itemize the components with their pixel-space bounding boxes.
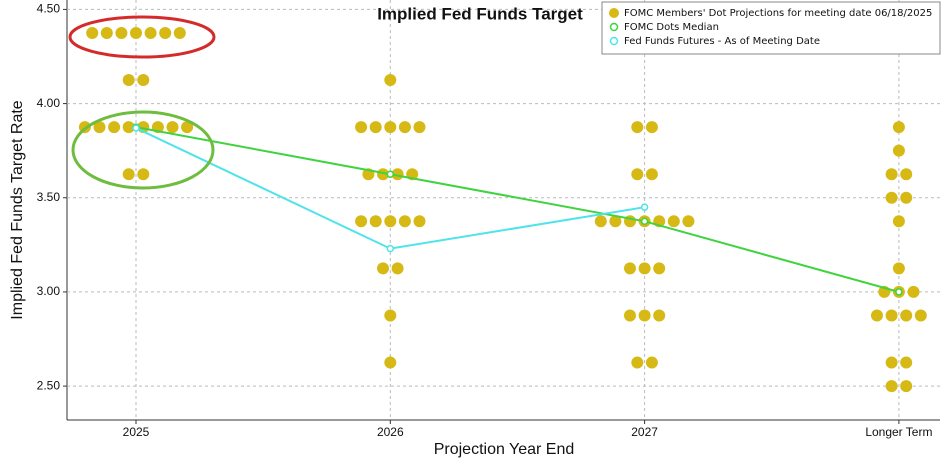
dot: [631, 121, 644, 134]
y-tick-label: 3.50: [37, 190, 61, 204]
dot: [355, 215, 368, 228]
dot: [122, 74, 135, 87]
x-tick-label: Longer Term: [865, 425, 932, 439]
dot: [885, 191, 898, 204]
x-tick-label: 2025: [123, 425, 150, 439]
dot: [181, 121, 194, 134]
point: [895, 288, 903, 296]
dot: [900, 191, 913, 204]
dot: [885, 356, 898, 369]
point: [386, 244, 395, 253]
dot: [609, 215, 622, 228]
x-axis-title: Projection Year End: [434, 441, 575, 458]
dot: [384, 215, 397, 228]
y-tick-label: 4.50: [37, 2, 61, 16]
dot: [159, 26, 172, 39]
dot: [914, 309, 927, 322]
dot: [645, 121, 658, 134]
dot: [355, 121, 368, 134]
dot: [900, 356, 913, 369]
dot: [384, 121, 397, 134]
dot: [384, 74, 397, 87]
dot: [645, 356, 658, 369]
dot: [369, 121, 382, 134]
x-tick-label: 2027: [631, 425, 658, 439]
dot: [892, 215, 905, 228]
dot: [682, 215, 695, 228]
dot: [900, 309, 913, 322]
dot: [130, 26, 142, 39]
point: [132, 124, 140, 132]
dot: [93, 121, 106, 134]
legend-swatch: [609, 36, 619, 46]
dot: [594, 215, 607, 228]
dot: [413, 121, 426, 134]
dot: [653, 309, 666, 322]
dot: [369, 215, 382, 228]
point: [386, 170, 395, 178]
dot: [885, 380, 898, 393]
point: [640, 217, 649, 226]
line: [135, 126, 900, 293]
legend-box: [601, 1, 941, 55]
y-tick-label: 2.50: [37, 378, 61, 392]
dot: [624, 309, 636, 322]
dot: [900, 168, 913, 181]
dot: [384, 356, 397, 369]
dot: [892, 144, 905, 157]
dot: [86, 26, 99, 39]
dot: [144, 26, 157, 39]
dot: [137, 168, 150, 181]
dot: [667, 215, 680, 228]
x-tick-label: 2026: [377, 425, 404, 439]
dot: [384, 309, 397, 322]
y-axis-title: Implied Fed Funds Target Rate: [9, 100, 26, 319]
dot: [100, 26, 113, 39]
dot: [892, 262, 905, 275]
dot: [391, 262, 404, 275]
dot: [885, 309, 898, 322]
dot: [900, 380, 913, 393]
dot: [624, 262, 636, 275]
legend-label: Fed Funds Futures - As of Meeting Date: [624, 36, 820, 47]
legend-label: FOMC Members' Dot Projections for meetin…: [624, 8, 932, 19]
dot: [907, 285, 920, 298]
dot: [391, 168, 404, 181]
highlight-ellipse: [68, 15, 216, 59]
dot: [122, 168, 135, 181]
dot: [377, 262, 389, 275]
dot: [398, 121, 411, 134]
dot: [638, 262, 651, 275]
chart-title: Implied Fed Funds Target: [377, 4, 583, 23]
dot: [892, 121, 905, 134]
dot: [413, 215, 426, 228]
highlight-ellipse: [71, 110, 215, 190]
y-tick-label: 3.00: [37, 284, 61, 298]
dot: [122, 121, 135, 134]
dot: [115, 26, 128, 39]
dot: [377, 168, 389, 181]
dot: [108, 121, 121, 134]
dot: [871, 309, 883, 322]
point: [640, 203, 649, 211]
dot: [631, 168, 644, 181]
dot: [885, 168, 898, 181]
dot: [137, 74, 150, 87]
legend-label: FOMC Dots Median: [624, 22, 719, 33]
dot: [631, 356, 644, 369]
dot: [398, 215, 411, 228]
legend-swatch: [609, 8, 619, 18]
dot: [653, 262, 666, 275]
dot: [166, 121, 179, 134]
y-tick-label: 4.00: [37, 96, 61, 110]
legend-swatch: [609, 22, 619, 32]
dot: [645, 168, 658, 181]
dot: [638, 309, 651, 322]
dot: [173, 26, 186, 39]
